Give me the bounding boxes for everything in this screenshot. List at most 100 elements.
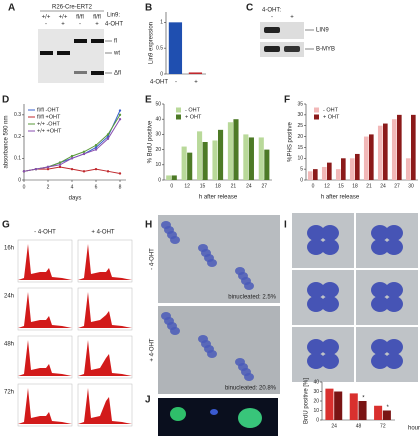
bar xyxy=(313,169,318,180)
nucleus xyxy=(170,327,180,335)
nucleus xyxy=(321,239,339,255)
nucleus xyxy=(385,339,403,355)
legend-label: fl/fl -OHT xyxy=(37,107,60,113)
bar xyxy=(212,140,218,180)
column-label: + 4-OHT xyxy=(91,230,115,236)
y-tick-label: 10 xyxy=(155,162,161,168)
x-tick-label: 2 xyxy=(47,184,50,190)
marker xyxy=(118,109,122,112)
column-label: - 4-OHT xyxy=(34,230,56,236)
construct-label: R26-Cre-ERT2 xyxy=(52,5,93,11)
legend-label: - OHT xyxy=(323,107,339,113)
nucleus xyxy=(307,225,325,241)
band-label: LIN9 xyxy=(316,28,329,34)
band xyxy=(264,46,280,52)
panel-label: C xyxy=(246,3,253,14)
nucleus xyxy=(371,225,389,241)
y-tick-label: 35 xyxy=(297,101,303,107)
bar xyxy=(327,162,332,180)
nucleus xyxy=(244,282,254,290)
band xyxy=(91,39,104,43)
marker xyxy=(82,170,86,173)
bar xyxy=(391,119,397,180)
band xyxy=(264,27,280,33)
histogram-frame xyxy=(17,239,73,283)
marker xyxy=(118,113,122,117)
nucleus xyxy=(210,409,218,415)
annotation: * xyxy=(387,405,390,411)
bar xyxy=(264,149,270,180)
y-tick-label: 0.1 xyxy=(14,156,21,162)
treatment-label: 4-OHT: xyxy=(262,8,281,14)
x-tick-label: 48 xyxy=(356,423,362,429)
y-tick-label: 0 xyxy=(18,177,21,183)
bar xyxy=(187,152,193,180)
nucleus xyxy=(385,282,403,298)
genotype-label: Lin9: xyxy=(107,13,120,19)
marker xyxy=(94,146,98,149)
treatment-label: 4-OHT xyxy=(105,22,123,28)
y-tick-label: 30 xyxy=(155,132,161,138)
blot xyxy=(260,22,304,39)
y-tick-label: 50 xyxy=(155,101,161,107)
y-tick-label: 1 xyxy=(160,20,163,26)
micrograph xyxy=(158,215,280,303)
legend-swatch xyxy=(314,114,319,120)
histogram xyxy=(78,340,132,376)
nucleus xyxy=(170,236,180,244)
y-axis-label: Lin9 expression xyxy=(149,22,155,64)
bar xyxy=(363,136,369,180)
treatment: + xyxy=(290,15,294,21)
x-tick-label: 0 xyxy=(312,183,315,189)
panel-label: E xyxy=(145,95,152,106)
x-tick-label: - xyxy=(175,80,177,86)
legend-label: + OHT xyxy=(323,114,340,120)
treatment: - xyxy=(271,15,273,21)
histogram xyxy=(78,244,132,280)
bar xyxy=(355,153,360,180)
nucleus xyxy=(385,296,403,312)
bar xyxy=(349,158,355,180)
row-label: 16h xyxy=(4,246,14,252)
marker xyxy=(82,152,86,156)
treatment: - xyxy=(79,22,81,28)
band-label: fl xyxy=(114,39,117,45)
nucleus xyxy=(371,296,389,312)
x-tick-label: 12 xyxy=(324,183,330,189)
panel-label: D xyxy=(2,95,9,106)
bar xyxy=(382,410,391,420)
bar xyxy=(334,391,343,420)
x-tick-label: 24 xyxy=(331,423,337,429)
band xyxy=(91,71,104,75)
micrograph xyxy=(356,213,418,268)
histogram-frame xyxy=(77,383,133,427)
treatment: + xyxy=(61,22,65,28)
x-tick-label: 0 xyxy=(170,183,173,189)
nucleus xyxy=(385,353,403,369)
nucleus xyxy=(385,239,403,255)
nucleus xyxy=(371,339,389,355)
row-label: 24h xyxy=(4,294,14,300)
x-axis-label: days xyxy=(69,196,82,202)
nucleus xyxy=(307,353,325,369)
y-tick-label: 10 xyxy=(313,408,319,414)
nucleus xyxy=(321,353,339,369)
bar xyxy=(166,175,172,180)
marker xyxy=(70,154,74,158)
x-axis-label: hours xyxy=(408,426,420,432)
marker xyxy=(94,144,98,147)
legend-swatch xyxy=(176,114,181,120)
x-tick-label: 0 xyxy=(23,184,26,190)
micrograph xyxy=(292,270,354,325)
x-axis-label: h after release xyxy=(321,195,360,201)
x-tick-label: 15 xyxy=(200,183,206,189)
bar xyxy=(358,401,367,420)
y-tick-label: 5 xyxy=(300,166,303,172)
bar xyxy=(171,175,177,180)
marker xyxy=(82,150,86,153)
x-tick-label: 18 xyxy=(215,183,221,189)
panel-labels: A B C D E F G H I J xyxy=(2,3,290,406)
marker xyxy=(58,163,62,166)
panel-label: J xyxy=(145,395,151,406)
